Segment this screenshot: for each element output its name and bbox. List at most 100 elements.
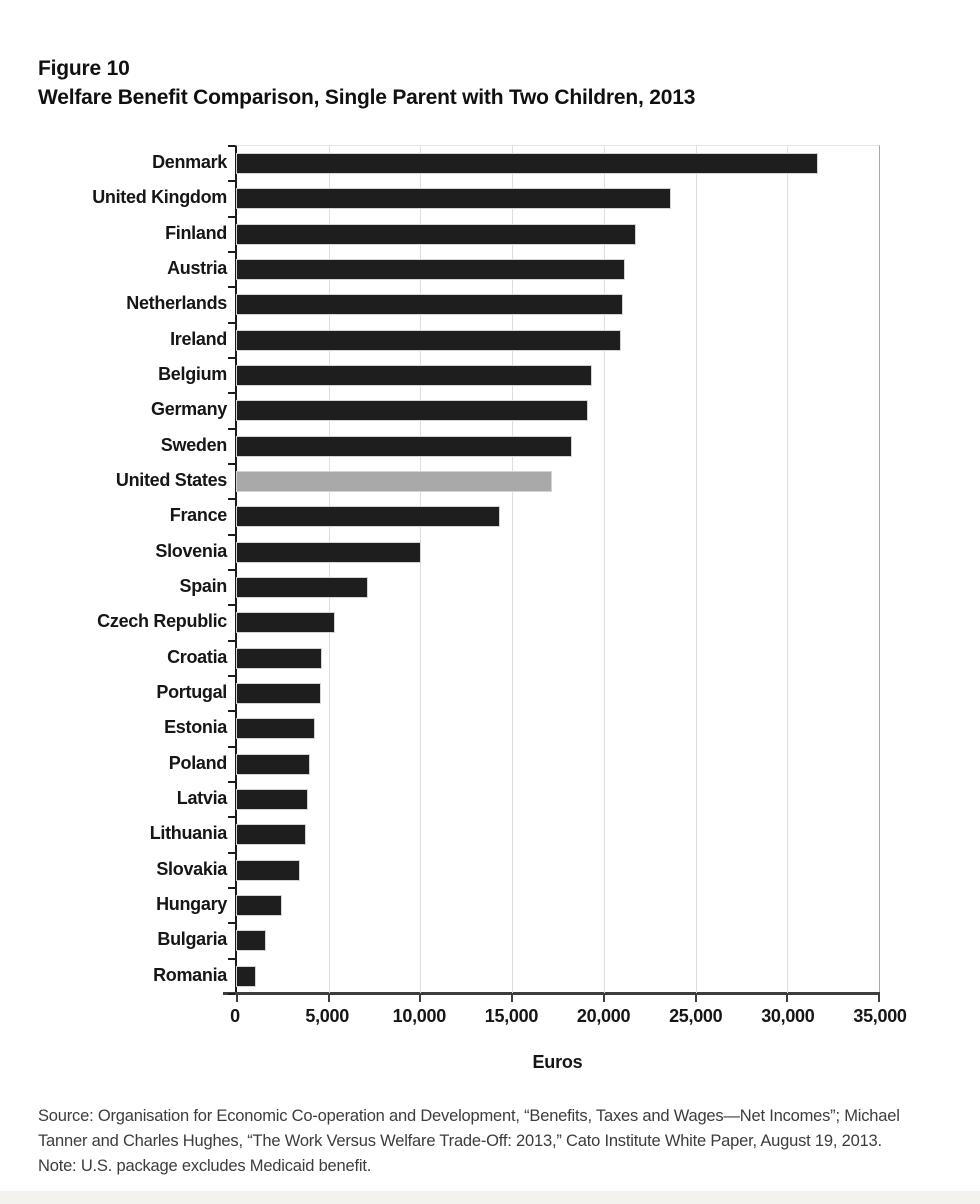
bar-ireland xyxy=(237,330,621,350)
x-axis-tick-10000 xyxy=(419,995,422,1002)
category-label-latvia: Latvia xyxy=(176,788,228,809)
bar-row-czech-republic xyxy=(237,605,879,640)
bar-row-poland xyxy=(237,747,879,782)
category-label-france: France xyxy=(169,505,228,526)
bar-row-romania xyxy=(237,959,879,994)
page-bottom-strip xyxy=(0,1191,980,1204)
bar-row-finland xyxy=(237,217,879,252)
bar-row-slovenia xyxy=(237,535,879,570)
y-axis-tick xyxy=(228,993,235,995)
y-axis-tick xyxy=(228,357,235,359)
bar-row-united-states xyxy=(237,464,879,499)
y-axis-tick xyxy=(228,957,235,960)
bar-france xyxy=(237,507,500,527)
y-axis-tick xyxy=(228,180,235,183)
x-tick-label-25000: 25,000 xyxy=(669,1006,723,1026)
bar-row-sweden xyxy=(237,429,879,464)
bar-lithuania xyxy=(237,825,305,845)
category-label-austria: Austria xyxy=(167,258,227,279)
bar-row-portugal xyxy=(237,676,879,711)
bar-bulgaria xyxy=(237,931,265,951)
bar-denmark xyxy=(237,154,817,173)
bar-row-united-kingdom xyxy=(237,181,879,216)
y-axis-tick xyxy=(228,463,235,465)
y-axis-tick xyxy=(228,922,235,925)
x-axis-tick-0 xyxy=(236,995,238,1002)
bar-poland xyxy=(237,754,309,774)
gridline-5000 xyxy=(328,146,330,993)
bar-row-belgium xyxy=(237,358,879,393)
bar-united-states xyxy=(237,472,551,491)
x-tick-label-0: 0 xyxy=(230,1006,240,1026)
category-label-united-states: United States xyxy=(115,470,227,491)
bar-austria xyxy=(237,260,625,279)
source-note: Source: Organisation for Economic Co-ope… xyxy=(38,1104,958,1179)
bar-slovenia xyxy=(237,542,421,562)
category-label-finland: Finland xyxy=(165,222,227,243)
bar-row-slovakia xyxy=(237,853,879,888)
gridline-30000 xyxy=(787,146,789,993)
bar-row-spain xyxy=(237,570,879,605)
y-axis-tick xyxy=(228,427,235,430)
source-note-line-3: Note: U.S. package excludes Medicaid ben… xyxy=(38,1157,372,1176)
x-tick-label-35000: 35,000 xyxy=(853,1006,907,1026)
x-axis-tick-35000 xyxy=(878,995,880,1002)
y-axis-tick xyxy=(228,533,235,536)
x-tick-label-5000: 5,000 xyxy=(305,1006,349,1026)
bar-portugal xyxy=(237,684,320,703)
bar-romania xyxy=(237,966,256,986)
gridline-10000 xyxy=(420,146,422,993)
bar-row-latvia xyxy=(237,782,879,817)
gridline-20000 xyxy=(603,146,605,993)
bar-row-france xyxy=(237,499,879,534)
y-axis-tick xyxy=(228,887,235,889)
y-axis-tick xyxy=(228,286,235,289)
x-tick-label-30000: 30,000 xyxy=(761,1006,815,1026)
gridline-25000 xyxy=(695,146,697,993)
x-axis-tick-labels: 0 5,000 10,000 15,000 20,000 25,000 30,000 35,0… xyxy=(230,1006,907,1030)
category-label-netherlands: Netherlands xyxy=(126,293,227,314)
bar-spain xyxy=(237,578,368,597)
x-tick-label-15000: 15,000 xyxy=(484,1006,539,1026)
category-label-belgium: Belgium xyxy=(158,364,227,385)
category-label-poland: Poland xyxy=(168,752,228,773)
bar-row-ireland xyxy=(237,323,879,358)
category-label-romania: Romania xyxy=(153,964,227,985)
y-axis-tick xyxy=(228,639,235,642)
x-axis-tick-30000 xyxy=(786,995,789,1002)
y-axis-tick xyxy=(228,145,235,147)
bar-germany xyxy=(237,401,588,421)
category-label-lithuania: Lithuania xyxy=(149,823,228,844)
figure-label: Figure 10 xyxy=(38,57,130,80)
bar-czech-republic xyxy=(237,613,335,633)
bar-row-denmark xyxy=(237,146,879,181)
x-axis-line xyxy=(223,992,880,995)
bar-row-netherlands xyxy=(237,287,879,322)
bar-row-estonia xyxy=(237,711,879,746)
category-label-hungary: Hungary xyxy=(156,894,227,915)
y-axis-tick xyxy=(228,321,235,324)
figure-title: Welfare Benefit Comparison, Single Paren… xyxy=(38,86,696,109)
y-axis-tick xyxy=(228,604,235,607)
bar-latvia xyxy=(237,790,307,809)
y-axis-tick xyxy=(228,392,235,395)
category-label-portugal: Portugal xyxy=(156,682,227,703)
y-axis-tick xyxy=(228,745,235,748)
category-label-denmark: Denmark xyxy=(152,152,227,173)
bar-row-bulgaria xyxy=(237,923,879,958)
category-label-germany: Germany xyxy=(151,399,227,420)
y-axis-tick xyxy=(228,781,235,783)
source-note-line-2: Tanner and Charles Hughes, “The Work Ver… xyxy=(38,1132,882,1151)
y-axis-tick xyxy=(228,816,235,819)
plot-area xyxy=(223,145,880,1002)
bar-row-hungary xyxy=(237,888,879,923)
y-axis-tick xyxy=(228,710,235,713)
bar-belgium xyxy=(237,366,592,385)
category-label-united-kingdom: United Kingdom xyxy=(92,187,227,208)
x-axis-tick-5000 xyxy=(327,995,330,1002)
bar-netherlands xyxy=(237,295,623,315)
gridline-15000 xyxy=(512,146,514,993)
category-label-sweden: Sweden xyxy=(160,434,228,455)
x-tick-label-10000: 10,000 xyxy=(392,1006,447,1026)
